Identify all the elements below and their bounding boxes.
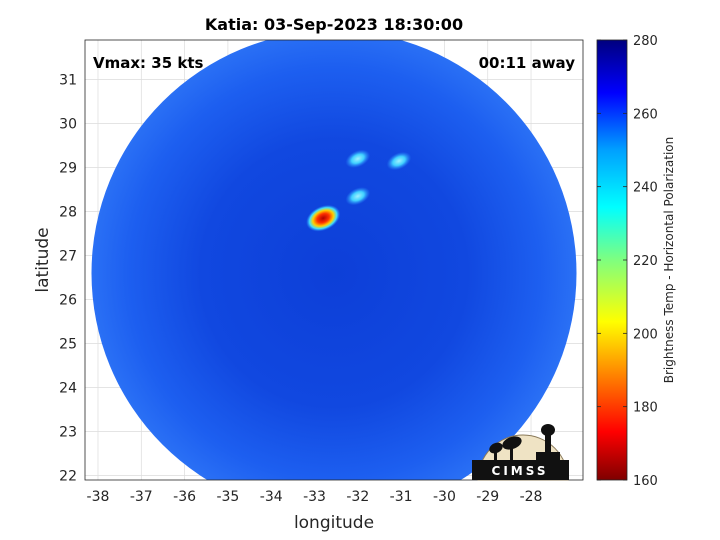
y-tick-3: 25 [59, 337, 77, 353]
y-axis-label: latitude [33, 227, 53, 292]
y-tick-7: 29 [59, 161, 77, 177]
colorbar-tick-1: 180 [633, 401, 658, 416]
x-tick-1: -37 [130, 489, 153, 505]
time-away-label: 00:11 away [479, 54, 576, 72]
y-tick-8: 30 [59, 117, 77, 133]
colorbar-tick-6: 280 [633, 34, 658, 49]
y-tick-1: 23 [59, 425, 77, 441]
colorbar-tick-5: 260 [633, 107, 658, 122]
feature-2 [386, 151, 412, 171]
x-tick-10: -28 [520, 489, 543, 505]
x-tick-4: -34 [260, 489, 283, 505]
x-tick-6: -32 [346, 489, 369, 505]
y-tick-5: 27 [59, 249, 77, 265]
colorbar-tick-2: 200 [633, 327, 658, 342]
x-tick-7: -31 [390, 489, 413, 505]
cimss-logo: CIMSS [472, 424, 569, 481]
swath-disk [91, 40, 577, 480]
x-tick-9: -29 [476, 489, 499, 505]
y-tick-9: 31 [59, 73, 77, 89]
colorbar [596, 39, 628, 481]
colorbar-tick-4: 240 [633, 181, 658, 196]
feature-3 [345, 149, 371, 168]
colorbar-tick-3: 220 [633, 254, 658, 269]
feature-1 [345, 187, 371, 206]
y-tick-labels: 22 23 24 25 26 27 28 29 30 31 [59, 73, 77, 485]
x-tick-8: -30 [433, 489, 456, 505]
y-tick-2: 24 [59, 381, 77, 397]
x-axis-label: longitude [294, 513, 374, 533]
y-tick-6: 28 [59, 205, 77, 221]
vmax-label: Vmax: 35 kts [93, 54, 203, 72]
x-tick-2: -36 [173, 489, 196, 505]
y-tick-0: 22 [59, 469, 77, 485]
logo-text: CIMSS [492, 464, 549, 478]
x-tick-5: -33 [303, 489, 326, 505]
x-tick-labels: -38 -37 -36 -35 -34 -33 -32 -31 -30 -29 -28 [87, 489, 543, 505]
plot-frame [84, 39, 584, 481]
colorbar-tick-0: 160 [633, 474, 658, 489]
feature-0 [306, 204, 341, 232]
x-tick-3: -35 [216, 489, 239, 505]
colorbar-tick-labels: 160 180 200 220 240 260 280 [597, 34, 658, 489]
y-tick-4: 26 [59, 293, 77, 309]
colorbar-label: Brightness Temp - Horizontal Polarizatio… [662, 137, 676, 384]
chart-title: Katia: 03-Sep-2023 18:30:00 [205, 15, 463, 34]
x-tick-0: -38 [87, 489, 110, 505]
features-layer [306, 149, 412, 232]
